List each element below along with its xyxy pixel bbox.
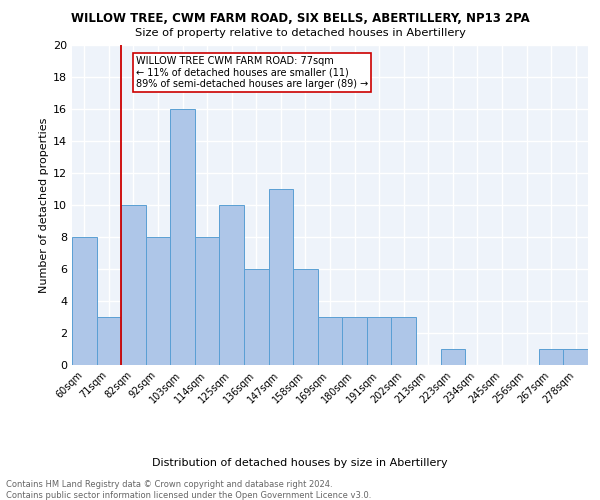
Bar bbox=[342, 317, 367, 365]
Bar bbox=[146, 237, 170, 365]
Text: WILLOW TREE CWM FARM ROAD: 77sqm
← 11% of detached houses are smaller (11)
89% o: WILLOW TREE CWM FARM ROAD: 77sqm ← 11% o… bbox=[136, 56, 368, 90]
Bar bbox=[244, 269, 269, 365]
Bar bbox=[539, 349, 563, 365]
Bar bbox=[72, 237, 97, 365]
Bar bbox=[97, 317, 121, 365]
Bar bbox=[563, 349, 588, 365]
Y-axis label: Number of detached properties: Number of detached properties bbox=[39, 118, 49, 292]
Bar bbox=[318, 317, 342, 365]
Bar bbox=[170, 109, 195, 365]
Bar bbox=[293, 269, 318, 365]
Bar bbox=[269, 189, 293, 365]
Bar bbox=[367, 317, 391, 365]
Text: Contains HM Land Registry data © Crown copyright and database right 2024.: Contains HM Land Registry data © Crown c… bbox=[6, 480, 332, 489]
Bar bbox=[195, 237, 220, 365]
Bar bbox=[121, 205, 146, 365]
Text: Distribution of detached houses by size in Abertillery: Distribution of detached houses by size … bbox=[152, 458, 448, 468]
Text: Contains public sector information licensed under the Open Government Licence v3: Contains public sector information licen… bbox=[6, 491, 371, 500]
Bar bbox=[440, 349, 465, 365]
Bar bbox=[391, 317, 416, 365]
Text: Size of property relative to detached houses in Abertillery: Size of property relative to detached ho… bbox=[134, 28, 466, 38]
Text: WILLOW TREE, CWM FARM ROAD, SIX BELLS, ABERTILLERY, NP13 2PA: WILLOW TREE, CWM FARM ROAD, SIX BELLS, A… bbox=[71, 12, 529, 26]
Bar bbox=[220, 205, 244, 365]
